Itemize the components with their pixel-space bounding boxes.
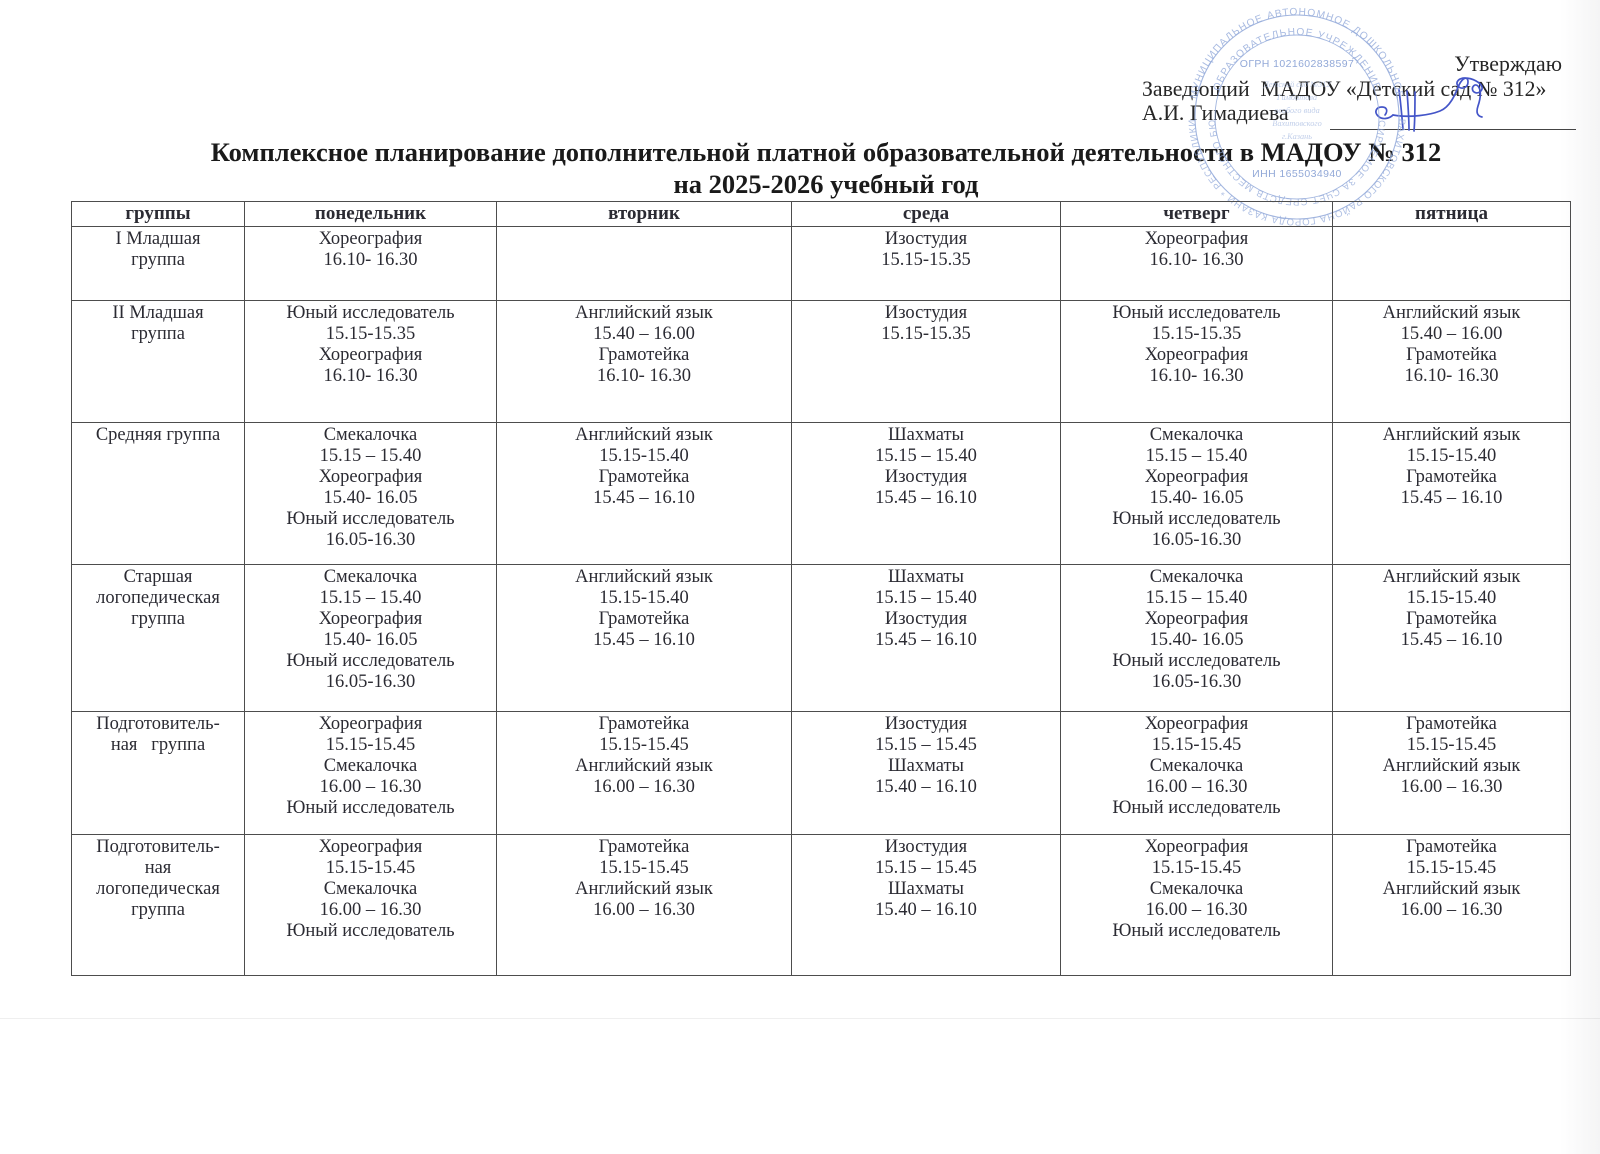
svg-text:ИНН 1655034940: ИНН 1655034940 <box>1252 168 1342 180</box>
svg-text:Гимбатова: Гимбатова <box>1276 93 1317 102</box>
svg-text:г.Казань: г.Казань <box>1282 132 1312 141</box>
svg-text:Детский сад №312: Детский сад №312 <box>1263 80 1331 89</box>
svg-text:Вахитовского: Вахитовского <box>1272 119 1321 128</box>
svg-text:особого вида: особого вида <box>1274 106 1319 115</box>
svg-text:ОГРН 1021602838597: ОГРН 1021602838597 <box>1240 58 1354 70</box>
